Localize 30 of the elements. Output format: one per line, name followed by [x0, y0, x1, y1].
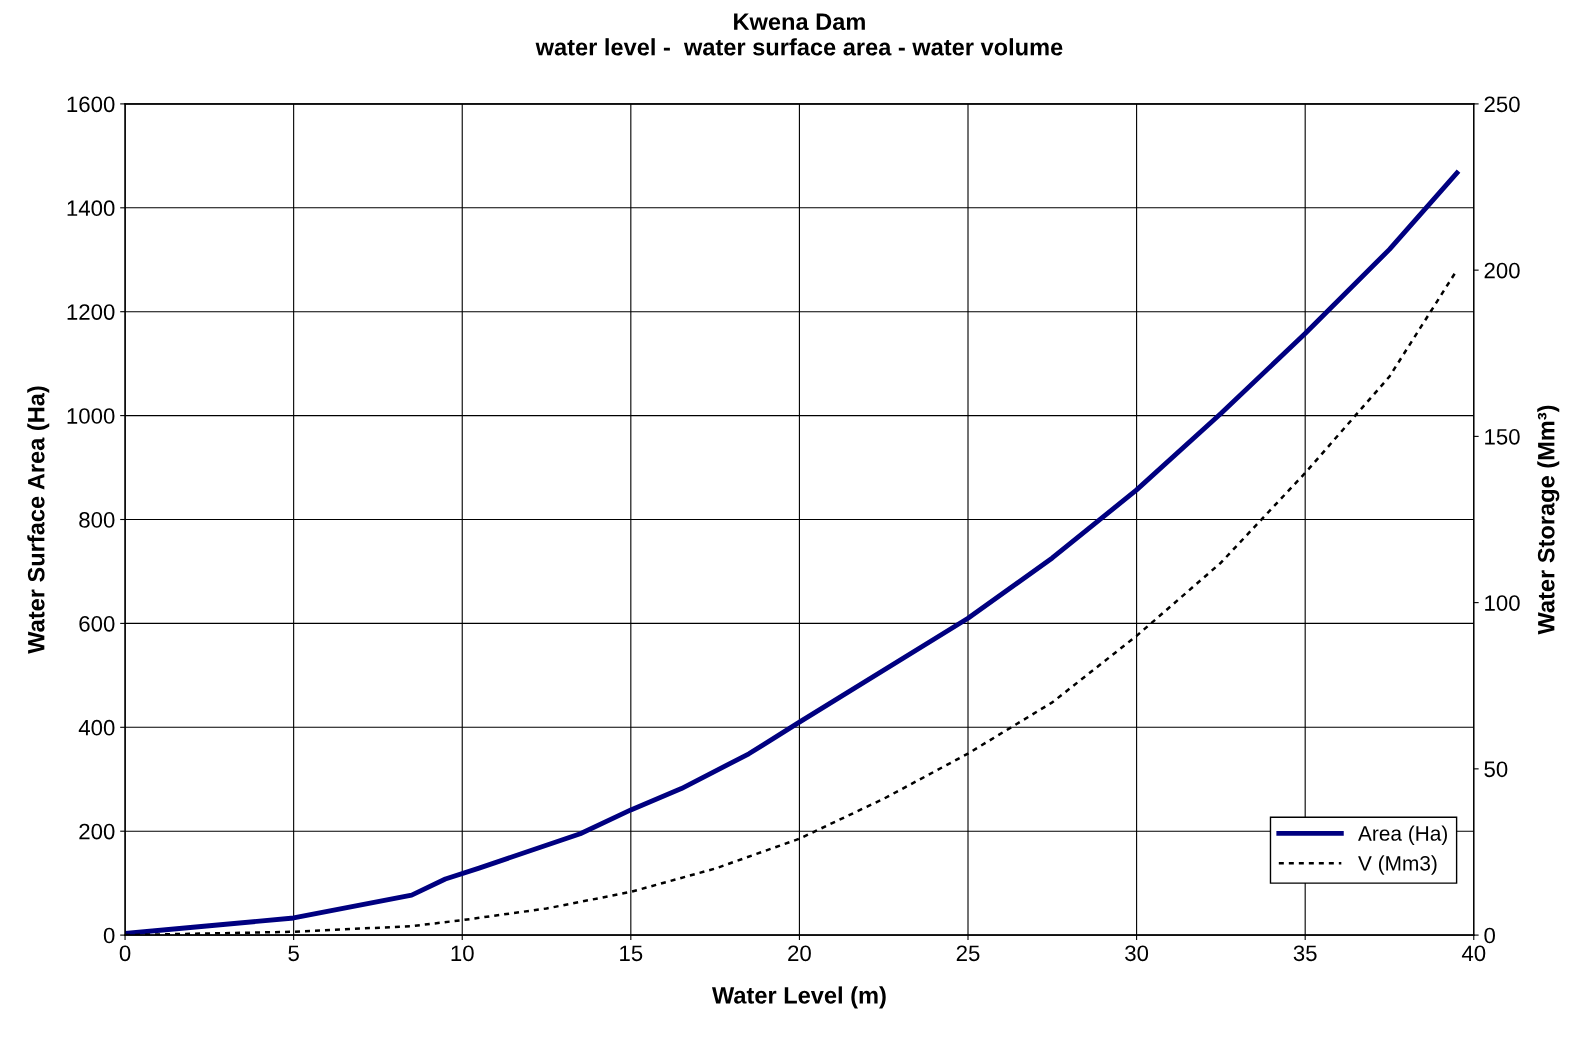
y-tick-label: 1000 [67, 408, 115, 424]
x-axis-title: Water Level (m) [711, 986, 886, 1009]
legend-label: V (Mm3) [1358, 855, 1437, 875]
y-tick-label: 200 [79, 823, 115, 840]
x-tick-label: 0 [119, 945, 131, 962]
x-tick-label: 5 [288, 945, 299, 962]
y-tick-label: 1600 [67, 96, 115, 113]
y2-tick-label: 150 [1485, 428, 1520, 445]
y-tick-label: 1200 [67, 304, 115, 320]
y-axis-title: Water Surface Area (Ha) [27, 386, 50, 654]
y2-tick-label: 50 [1484, 761, 1508, 778]
y2-tick-label: 250 [1484, 96, 1520, 113]
legend-label: Area (Ha) [1358, 825, 1447, 845]
y-tick-label: 0 [103, 927, 115, 944]
y2-tick-label: 200 [1484, 262, 1520, 279]
x-tick-label: 40 [1461, 945, 1486, 962]
x-tick-label: 15 [620, 945, 643, 962]
chart-title: Kwena Dam water level - water surface area - water volume [535, 13, 1063, 56]
y2-axis-title: Water Storage (Mm³) [1537, 405, 1560, 635]
x-tick-label: 35 [1293, 945, 1317, 962]
x-tick-label: 30 [1125, 945, 1149, 962]
y-tick-label: 1400 [67, 200, 115, 217]
y2-tick-label: 0 [1484, 927, 1495, 944]
y-tick-label: 800 [79, 512, 115, 528]
x-tick-label: 10 [451, 945, 474, 962]
y2-tick-label: 100 [1485, 595, 1520, 611]
x-tick-label: 25 [956, 945, 980, 962]
y-tick-label: 600 [79, 615, 115, 632]
y-tick-label: 400 [78, 719, 115, 736]
x-tick-label: 20 [788, 945, 811, 962]
